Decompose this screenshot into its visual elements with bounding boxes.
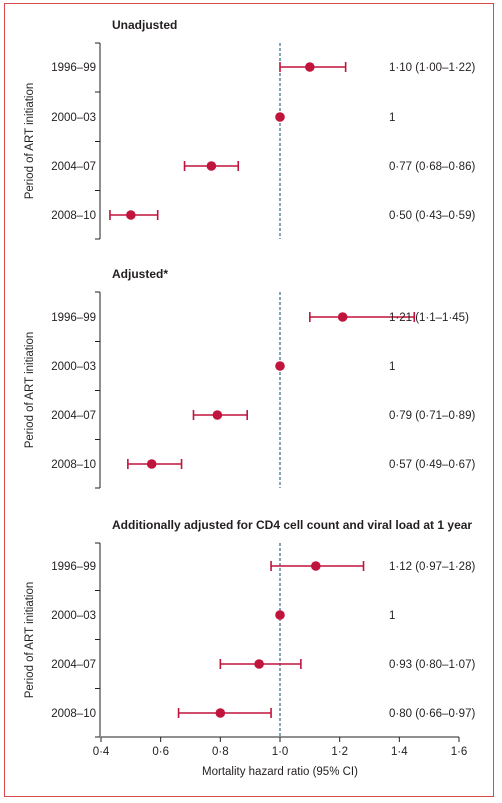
x-tick-label: 1·0 — [272, 746, 289, 758]
category-label: 1996–99 — [51, 62, 96, 74]
estimate-label: 0·79 (0·71–0·89) — [389, 410, 475, 422]
x-tick-label: 0·4 — [93, 746, 110, 758]
category-label: 2000–03 — [51, 112, 96, 124]
x-tick-label: 1·4 — [391, 746, 408, 758]
category-label: 2004–07 — [51, 410, 96, 422]
estimate-label: 1·12 (0·97–1·28) — [389, 561, 475, 573]
estimate-label: 0·77 (0·68–0·86) — [389, 161, 475, 173]
x-tick-label: 1·2 — [331, 746, 348, 758]
estimate-point — [275, 361, 285, 371]
panel-title: Unadjusted — [112, 18, 177, 32]
estimate-label: 1 — [389, 112, 395, 124]
estimate-label: 0·80 (0·66–0·97) — [389, 708, 475, 720]
estimate-point — [311, 561, 321, 571]
estimate-label: 0·57 (0·49–0·67) — [389, 459, 475, 471]
category-label: 2000–03 — [51, 610, 96, 622]
x-axis-label: Mortality hazard ratio (95% CI) — [202, 766, 358, 778]
estimate-label: 0·93 (0·80–1·07) — [389, 659, 475, 671]
y-axis-label: Period of ART initiation — [24, 332, 36, 449]
estimate-point — [126, 210, 136, 220]
panel-title: Additionally adjusted for CD4 cell count… — [112, 518, 472, 532]
estimate-label: 1·10 (1·00–1·22) — [389, 62, 475, 74]
y-axis-label: Period of ART initiation — [24, 83, 36, 200]
category-label: 2004–07 — [51, 659, 96, 671]
y-axis-label: Period of ART initiation — [24, 582, 36, 699]
estimate-label: 0·50 (0·43–0·59) — [389, 210, 475, 222]
estimate-point — [275, 610, 285, 620]
category-label: 2008–10 — [51, 210, 96, 222]
estimate-point — [254, 659, 264, 669]
category-label: 2008–10 — [51, 459, 96, 471]
category-label: 1996–99 — [51, 312, 96, 324]
estimate-point — [275, 112, 285, 122]
estimate-point — [215, 708, 226, 718]
figure-frame — [4, 3, 494, 797]
estimate-point — [305, 62, 315, 72]
x-tick-label: 0·6 — [152, 746, 169, 758]
estimate-label: 1 — [389, 361, 395, 373]
category-label: 2004–07 — [51, 161, 96, 173]
estimate-point — [337, 312, 348, 322]
estimate-point — [146, 459, 157, 469]
estimate-label: 1 — [389, 610, 395, 622]
category-label: 1996–99 — [51, 561, 96, 573]
estimate-label: 1·21 (1·1–1·45) — [389, 312, 469, 324]
category-label: 2000–03 — [51, 361, 96, 373]
estimate-point — [212, 410, 223, 420]
estimate-point — [206, 161, 217, 171]
panel-title: Adjusted* — [112, 267, 168, 281]
category-label: 2008–10 — [51, 708, 96, 720]
x-tick-label: 1·6 — [451, 746, 468, 758]
x-tick-label: 0·8 — [212, 746, 229, 758]
